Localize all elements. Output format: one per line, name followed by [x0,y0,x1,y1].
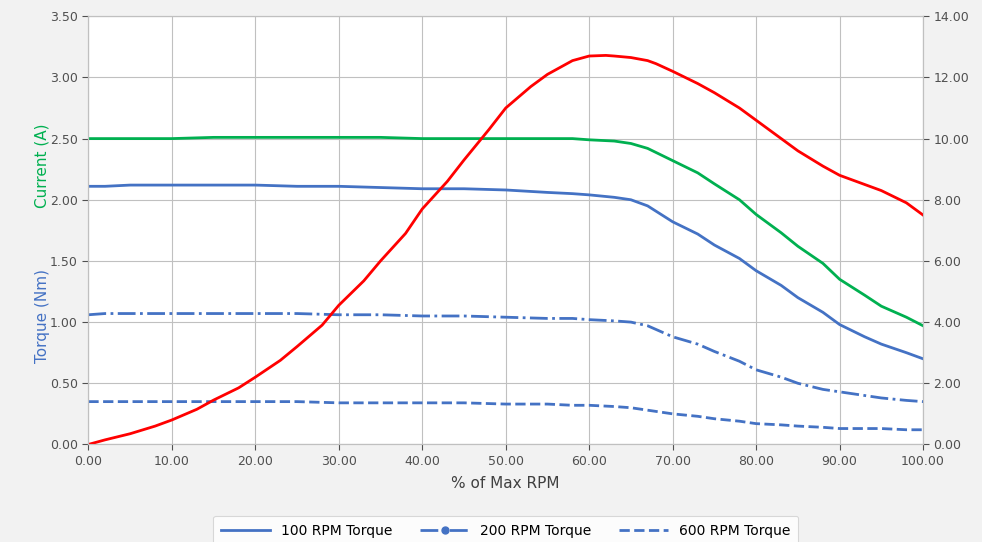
Text: Torque (Nm): Torque (Nm) [35,269,50,363]
Legend: 100 RPM Torque, 200 RPM Torque, 600 RPM Torque: 100 RPM Torque, 200 RPM Torque, 600 RPM … [213,515,798,542]
X-axis label: % of Max RPM: % of Max RPM [452,476,560,491]
Text: Current (A): Current (A) [35,124,50,208]
